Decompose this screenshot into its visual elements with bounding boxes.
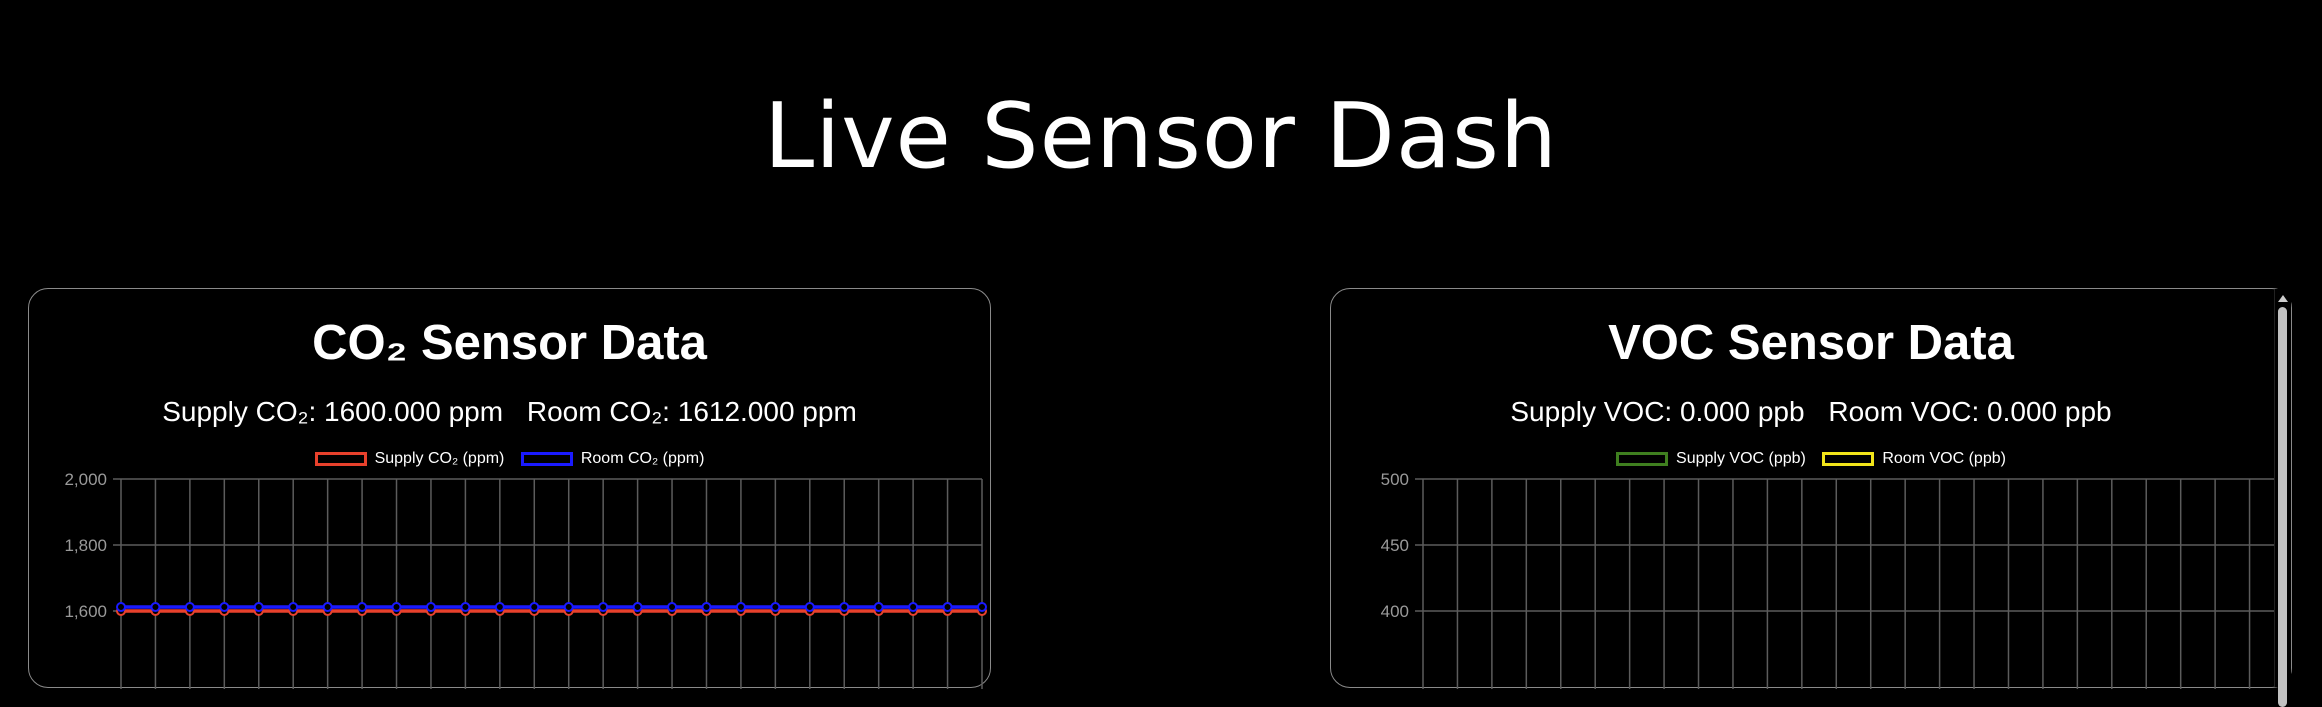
co2-series-point-1 [425,602,436,613]
co2-supply-reading: Supply CO₂: 1600.000 ppm [162,396,504,427]
legend-label-room-co2: Room CO₂ (ppm) [580,450,705,467]
co2-series-point-1 [460,602,471,613]
co2-series-point-1 [150,602,161,613]
co2-series-point-1 [873,602,884,613]
co2-room-reading: Room CO₂: 1612.000 ppm [526,396,857,427]
co2-y-tick-label: 1,800 [64,536,107,555]
co2-series-point-1 [116,602,126,613]
co2-panel-title: CO₂ Sensor Data [312,316,707,370]
legend-swatch-supply-co2 [314,451,367,466]
legend-item-supply-voc[interactable]: Supply VOC (ppb) [1616,447,1806,471]
page-title: Live Sensor Dash [764,84,1558,189]
voc-room-reading: Room VOC: 0.000 ppb [1828,396,2112,427]
co2-series-point-1 [184,602,195,613]
legend-label-room-voc: Room VOC (ppb) [1882,450,2006,467]
voc-y-tick-label: 500 [1381,470,1409,489]
co2-series-point-1 [735,602,746,613]
legend-item-room-voc[interactable]: Room VOC (ppb) [1822,447,2006,471]
co2-series-point-1 [529,602,540,613]
co2-series-point-1 [598,602,609,613]
legend-item-room-co2[interactable]: Room CO₂ (ppm) [520,447,705,471]
co2-y-tick-label: 1,600 [64,602,107,621]
co2-series-point-1 [770,602,781,613]
co2-series-point-1 [494,602,505,613]
voc-panel-title: VOC Sensor Data [1608,316,2014,370]
voc-panel-scrollbar[interactable] [2274,289,2291,707]
voc-panel: VOC Sensor Data Supply VOC: 0.000 ppb Ro… [1330,288,2292,707]
co2-series-point-1 [977,602,987,613]
voc-readings: Supply VOC: 0.000 ppb Room VOC: 0.000 pp… [1331,395,2291,429]
co2-panel: CO₂ Sensor Data Supply CO₂: 1600.000 ppm… [28,288,991,689]
voc-legend: Supply VOC (ppb) Room VOC (ppb) [1331,447,2291,471]
voc-chart: 500 450 400 [1381,470,2285,689]
scroll-up-arrow-icon[interactable] [2278,295,2288,302]
co2-series-point-1 [839,602,850,613]
co2-series-point-1 [942,602,953,613]
legend-item-supply-co2[interactable]: Supply CO₂ (ppm) [314,447,505,471]
co2-series-point-1 [288,602,299,613]
co2-series-point-1 [219,602,230,613]
legend-swatch-room-voc [1822,451,1875,466]
scrollbar-thumb[interactable] [2278,307,2287,707]
co2-series-point-1 [322,602,333,613]
co2-chart: 2,000 1,800 1,600 [64,470,987,689]
voc-y-tick-label: 400 [1381,602,1409,621]
legend-label-supply-voc: Supply VOC (ppb) [1676,450,1806,467]
legend-label-supply-co2: Supply CO₂ (ppm) [374,450,505,467]
co2-series-point-1 [357,602,368,613]
co2-series-point-1 [391,602,402,613]
co2-series-point-1 [632,602,643,613]
legend-swatch-room-co2 [520,451,573,466]
co2-series-point-1 [563,602,574,613]
co2-series-point-1 [701,602,712,613]
voc-supply-reading: Supply VOC: 0.000 ppb [1510,396,1805,427]
co2-y-tick-label: 2,000 [64,470,107,489]
legend-swatch-supply-voc [1616,451,1669,466]
voc-y-tick-label: 450 [1381,536,1409,555]
co2-series-point-1 [804,602,815,613]
co2-legend: Supply CO₂ (ppm) Room CO₂ (ppm) [29,447,990,471]
co2-series-point-1 [908,602,919,613]
co2-series-point-1 [667,602,678,613]
co2-readings: Supply CO₂: 1600.000 ppm Room CO₂: 1612.… [29,395,990,429]
co2-series-point-1 [253,602,264,613]
